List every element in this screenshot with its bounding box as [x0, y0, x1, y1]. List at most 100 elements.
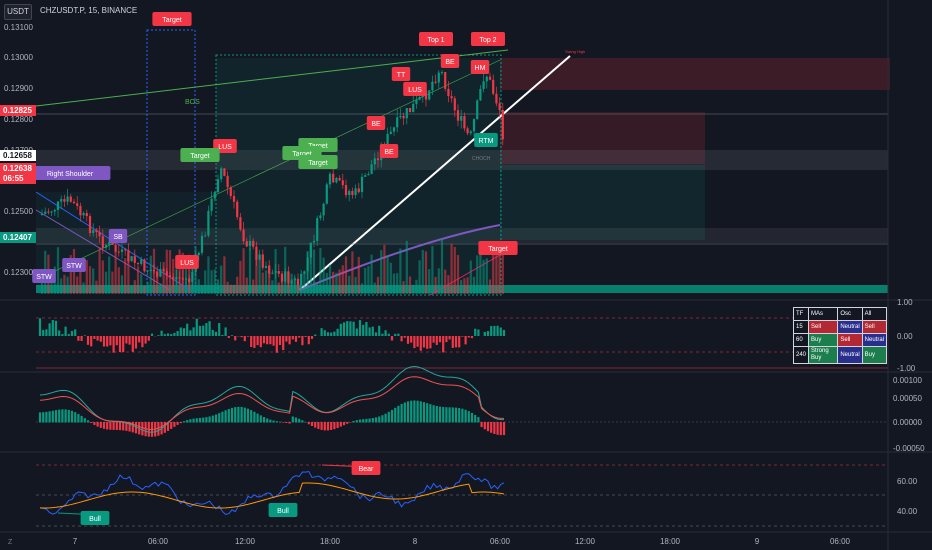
- osc2-bar: [195, 418, 198, 423]
- volume-bar: [152, 248, 156, 294]
- candle: [431, 81, 434, 91]
- osc1-bar: [214, 331, 218, 336]
- osc2-bar: [269, 419, 272, 423]
- candle: [376, 158, 380, 161]
- osc1-bar: [278, 336, 282, 345]
- volume-bar: [312, 249, 316, 294]
- hm-tag: [470, 60, 490, 74]
- volume-bar: [277, 282, 280, 294]
- osc1-bar: [218, 323, 221, 336]
- candle: [271, 272, 274, 274]
- volume-bar: [194, 246, 197, 294]
- volume-bar: [245, 277, 248, 294]
- osc1-bar: [413, 336, 416, 349]
- volume-bar: [264, 270, 268, 294]
- resistance-zone: [500, 112, 705, 164]
- osc1-bar: [173, 332, 176, 336]
- osc2-bar: [109, 422, 112, 430]
- candle: [104, 244, 108, 248]
- osc1-bar: [371, 326, 374, 336]
- volume-bar: [101, 260, 104, 294]
- osc2-bar: [173, 422, 176, 427]
- osc2-bar: [477, 417, 480, 423]
- osc2-bar: [221, 411, 224, 423]
- osc1-bar: [118, 336, 122, 353]
- candle: [472, 119, 476, 132]
- osc2-bar: [256, 413, 259, 423]
- candle: [60, 199, 63, 202]
- volume-bar: [351, 251, 354, 294]
- osc1-bar: [51, 319, 54, 336]
- candle: [40, 213, 44, 215]
- candle: [367, 174, 370, 176]
- mas-cell: Buy: [808, 333, 839, 347]
- volume-bar: [188, 254, 191, 294]
- osc2-bar: [42, 412, 45, 423]
- timeframe-rating-table: TF MAs Osc All 15 Sell Neutral Sell 60 B…: [792, 307, 888, 364]
- volume-bar: [495, 251, 498, 294]
- candle: [501, 109, 504, 140]
- macd-line: [39, 366, 505, 433]
- osc1-bar: [163, 334, 166, 336]
- volume-bar: [159, 283, 162, 294]
- osc2-bar: [259, 415, 262, 423]
- volume-bar: [98, 247, 101, 294]
- volume-bar: [165, 249, 168, 294]
- volume-bar: [172, 258, 175, 294]
- target-box: [146, 29, 196, 296]
- stw-tag-label: STW: [36, 274, 52, 281]
- osc2-bar: [83, 418, 86, 423]
- osc1-bar: [115, 336, 118, 346]
- osc1-bar: [483, 331, 486, 336]
- osc1-bar: [403, 336, 406, 338]
- osc2-bar: [211, 415, 214, 423]
- candle: [143, 259, 146, 272]
- osc2-bar: [406, 401, 410, 423]
- candle: [226, 175, 229, 188]
- osc1-bar: [394, 333, 397, 336]
- candle: [450, 96, 453, 99]
- osc1-bar: [106, 336, 109, 347]
- osc2-bar: [336, 422, 339, 428]
- lus-tag-label: LUS: [180, 260, 194, 267]
- candle: [482, 81, 485, 90]
- osc-cell: Neutral: [837, 320, 863, 334]
- osc1-bar: [291, 336, 294, 340]
- candle: [498, 103, 501, 110]
- osc2-bar: [96, 422, 99, 427]
- osc1-bar: [58, 330, 61, 336]
- osc2-bar: [362, 419, 365, 423]
- osc1-bar: [189, 330, 192, 336]
- osc2-bar: [166, 422, 170, 431]
- all-cell: Buy: [861, 346, 888, 364]
- volume-bar: [360, 283, 364, 294]
- volume-bar: [325, 272, 328, 294]
- volume-bar: [258, 257, 261, 294]
- osc2-bar: [262, 416, 266, 423]
- candle: [140, 259, 143, 264]
- osc2-bar: [419, 401, 422, 423]
- candle: [146, 270, 149, 272]
- volume-bar: [76, 276, 79, 294]
- volume-bar: [488, 279, 492, 294]
- target-tag-label: Target: [488, 246, 508, 253]
- osc2-bar: [464, 409, 467, 423]
- candle: [469, 131, 472, 134]
- osc1-bar: [208, 321, 211, 336]
- rsi-tick: 40.00: [897, 507, 918, 516]
- osc2-bar: [317, 422, 320, 429]
- candle: [98, 231, 101, 237]
- currency-badge[interactable]: USDT: [4, 4, 32, 20]
- osc2-bar: [390, 409, 394, 423]
- osc1-bar: [368, 327, 371, 336]
- candle: [63, 199, 66, 202]
- price-badge-label: 0.12407: [3, 233, 32, 242]
- candle: [319, 215, 322, 219]
- osc1-bar: [202, 325, 205, 336]
- osc2-bar: [397, 405, 400, 423]
- osc2-bar: [266, 418, 269, 423]
- osc2-bar: [77, 413, 80, 423]
- candle: [79, 205, 82, 216]
- symbol-title: CHZUSDT.P, 15, BINANCE: [40, 6, 138, 15]
